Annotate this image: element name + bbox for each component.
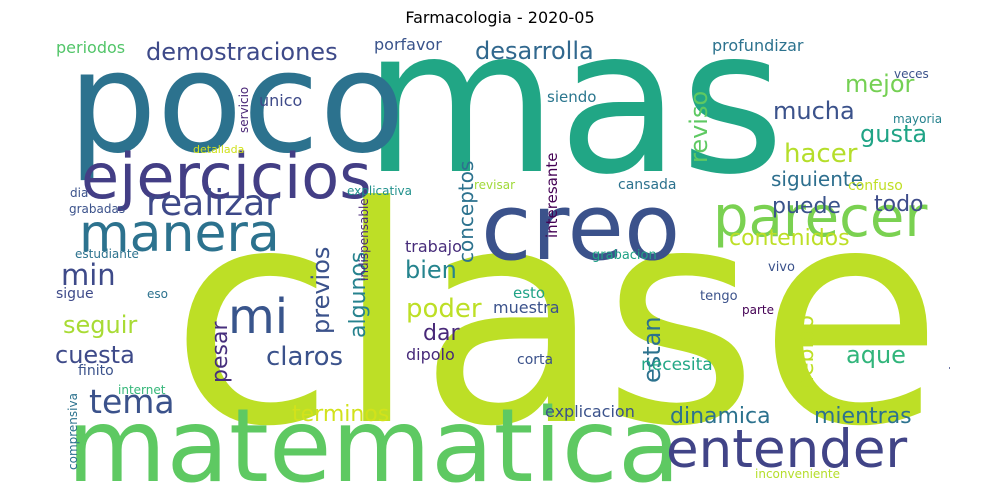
word-creo: creo xyxy=(481,174,681,281)
word-explicativa: explicativa xyxy=(347,184,413,198)
word-entender: entender xyxy=(666,419,908,480)
word-dinamica: dinamica xyxy=(670,404,771,429)
word-demostraciones: demostraciones xyxy=(146,38,338,66)
word-necesita: necesita xyxy=(641,355,713,375)
word-previos: previos xyxy=(307,246,335,334)
word-revisar: revisar xyxy=(474,178,516,192)
word-interesante: interesante xyxy=(543,152,561,238)
word-clase: clase xyxy=(170,143,943,488)
word-cansada: cansada xyxy=(618,177,677,193)
word-indispensable: indispensable xyxy=(357,198,371,281)
word-hacer: hacer xyxy=(784,139,858,169)
word-grabadas: grabadas xyxy=(69,202,126,216)
word-descanso: descanso xyxy=(946,300,950,376)
word-desarrolla: desarrolla xyxy=(475,38,594,65)
word-grabacion: grabacion xyxy=(592,248,657,263)
word-internet: internet xyxy=(118,383,166,397)
word-contenidos: contenidos xyxy=(729,226,850,251)
word-eso: eso xyxy=(147,287,168,301)
word-siguiente: siguiente xyxy=(771,167,864,191)
word-gusta: gusta xyxy=(860,120,928,148)
word-sigue: sigue xyxy=(56,286,94,302)
word-cloud: clase mas poco matematica creo ejercicio… xyxy=(50,38,950,488)
word-poco: poco xyxy=(68,38,406,185)
word-parecer: parecer xyxy=(713,185,928,250)
word-cuesta: cuesta xyxy=(55,341,135,369)
word-seguir: seguir xyxy=(63,311,138,339)
word-dia: dia xyxy=(70,186,89,200)
word-manera: manera xyxy=(79,204,280,264)
word-bien: bien xyxy=(405,256,457,284)
word-siendo: siendo xyxy=(547,88,597,106)
word-porfavor: porfavor xyxy=(374,38,442,54)
word-puede: puede xyxy=(772,194,841,219)
word-pesar: pesar xyxy=(208,321,233,384)
word-mucha: mucha xyxy=(773,97,855,125)
word-estudiante: estudiante xyxy=(75,247,139,261)
word-aque: aque xyxy=(846,341,906,369)
word-poder: poder xyxy=(406,294,482,324)
word-detallada: detallada xyxy=(193,143,245,156)
word-periodos: periodos xyxy=(56,38,126,57)
word-realizar: realizar xyxy=(146,183,280,224)
word-mas: mas xyxy=(363,38,785,219)
word-trabajo: trabajo xyxy=(405,237,462,256)
word-mejor: mejor xyxy=(845,70,915,98)
word-mientras: mientras xyxy=(814,404,912,429)
word-esto: esto xyxy=(513,284,546,302)
word-dipolo: dipolo xyxy=(406,345,455,364)
word-explicacion: explicacion xyxy=(545,402,635,421)
word-todo: todo xyxy=(874,192,924,217)
word-terminos: terminos xyxy=(292,402,390,427)
word-comprensiva: comprensiva xyxy=(66,393,80,470)
word-tema: tema xyxy=(89,382,175,421)
word-servicio: servicio xyxy=(237,86,251,133)
word-veces: veces xyxy=(894,67,929,81)
word-mi: mi xyxy=(228,289,289,345)
word-inconveniente: inconveniente xyxy=(755,467,840,481)
word-parte: parte xyxy=(742,303,774,317)
word-muestra: muestra xyxy=(493,298,560,317)
word-profundizar: profundizar xyxy=(712,38,804,55)
word-claros: claros xyxy=(266,342,344,372)
word-dar: dar xyxy=(423,321,460,346)
word-reviso: reviso xyxy=(685,90,713,163)
word-confuso: confuso xyxy=(848,178,903,194)
word-ejercicios: ejercicios xyxy=(81,140,372,213)
word-matematica: matematica xyxy=(67,387,681,489)
word-tengo: tengo xyxy=(700,289,738,304)
word-corta: corta xyxy=(517,352,554,368)
chart-title: Farmacologia - 2020-05 xyxy=(405,8,595,27)
word-vivo: vivo xyxy=(768,260,795,275)
word-unico: unico xyxy=(259,91,303,110)
word-finito: finito xyxy=(78,363,114,379)
word-min: min xyxy=(61,258,116,292)
word-mayoria: mayoria xyxy=(893,112,943,126)
word-debido: debido xyxy=(794,314,819,390)
